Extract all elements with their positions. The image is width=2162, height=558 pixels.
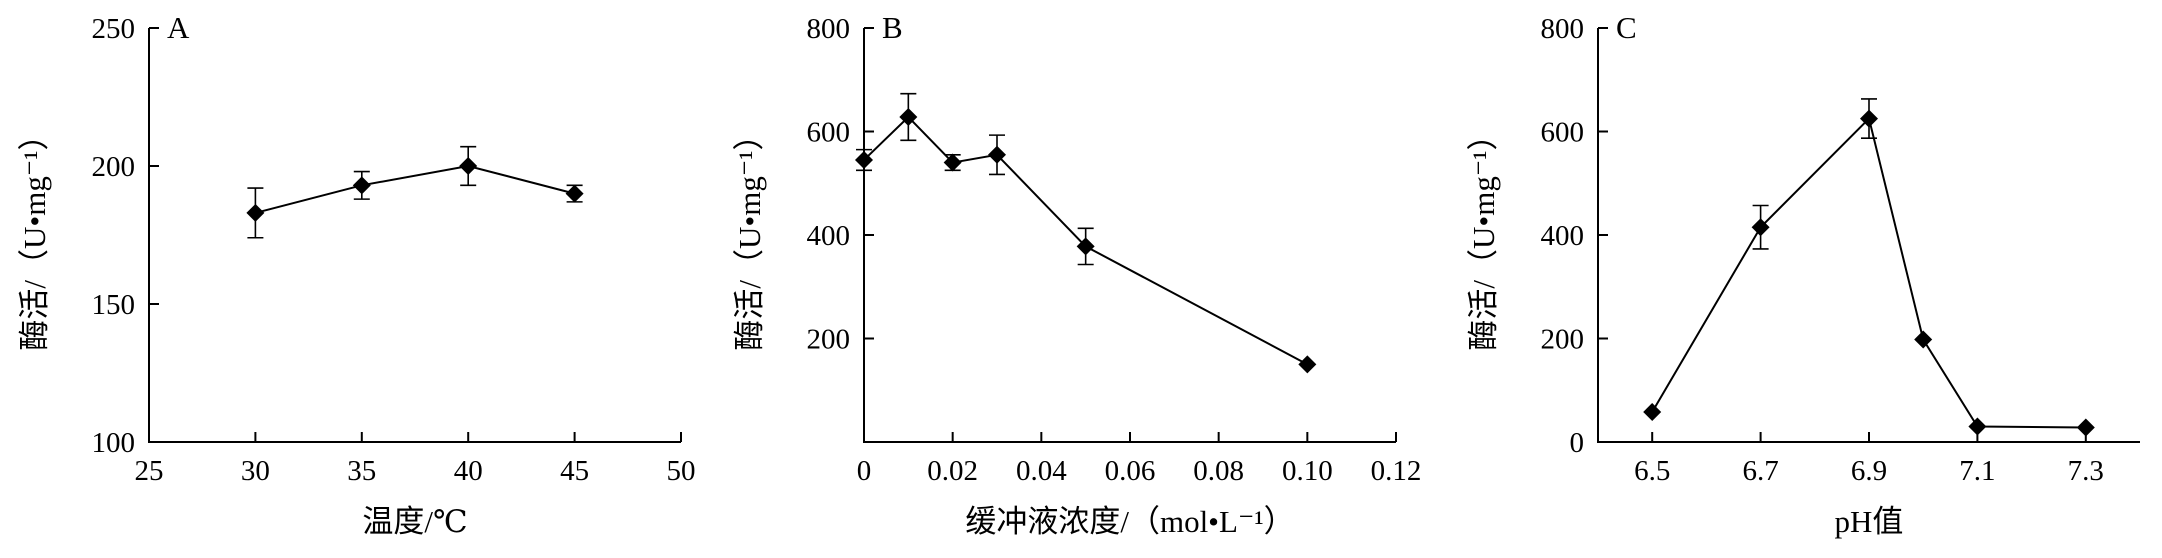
x-tick-label: 45 [560, 455, 589, 487]
y-tick-label: 100 [92, 427, 136, 459]
x-tick-label: 35 [347, 455, 376, 487]
series-line [255, 164, 575, 214]
x-tick-label: 0.04 [1016, 455, 1067, 487]
panel-letter: A [167, 10, 190, 45]
y-axis-label: 酶活/（U•mg⁻¹） [1466, 119, 1501, 350]
y-tick-label: 600 [807, 117, 851, 149]
x-tick-label: 7.1 [1959, 455, 1995, 487]
data-point [1968, 417, 1987, 436]
x-tick-label: 30 [241, 455, 270, 487]
y-tick-label: 200 [807, 324, 851, 356]
data-point [1751, 218, 1770, 237]
x-tick-label: 0.08 [1193, 455, 1244, 487]
data-point [246, 203, 265, 222]
data-point [943, 153, 962, 172]
x-tick-label: 0.02 [927, 455, 978, 487]
y-tick-label: 150 [92, 289, 136, 321]
x-tick-label: 0.12 [1371, 455, 1422, 487]
x-tick-label: 7.3 [2068, 455, 2104, 487]
axis-lines [148, 28, 681, 443]
axis-lines [863, 28, 1396, 443]
x-axis-label: pH值 [1835, 504, 1904, 539]
y-tick-label: 200 [92, 151, 136, 183]
x-tick-label: 6.5 [1634, 455, 1670, 487]
data-point [2076, 418, 2095, 437]
y-tick-label: 600 [1541, 117, 1585, 149]
x-tick-label: 0.06 [1105, 455, 1156, 487]
y-tick-label: 200 [1541, 324, 1585, 356]
y-tick-label: 800 [1541, 13, 1585, 45]
x-tick-label: 0.10 [1282, 455, 1333, 487]
data-point [1914, 330, 1933, 349]
y-axis-label: 酶活/（U•mg⁻¹） [732, 119, 767, 350]
y-tick-label: 250 [92, 13, 136, 45]
axis-lines [1597, 28, 2140, 443]
y-tick-label: 800 [807, 13, 851, 45]
data-point [565, 184, 584, 203]
data-point [899, 108, 918, 127]
data-point [1643, 402, 1662, 421]
panel-b: 200 400 600 800 0 0.02 0.04 0.06 0.08 0.10 0.12 B 缓冲… [732, 10, 1421, 539]
y-tick-label: 400 [1541, 220, 1585, 252]
panel-letter: C [1616, 10, 1637, 45]
panel-a: 100 150 200 250 25 30 35 40 45 50 A 温度/℃ 酶活/（U•mg⁻¹） [17, 10, 696, 539]
data-point [1860, 109, 1878, 128]
data-point [1298, 355, 1317, 374]
y-axis-label: 酶活/（U•mg⁻¹） [17, 119, 52, 350]
data-point [855, 150, 873, 169]
data-point [352, 176, 371, 195]
data-point [988, 145, 1006, 164]
x-tick-label: 0 [857, 455, 872, 487]
y-tick-label: 400 [807, 220, 851, 252]
x-axis-label: 缓冲液浓度/（mol•L⁻¹） [965, 504, 1294, 539]
panel-letter: B [882, 10, 903, 45]
series-line [863, 115, 1308, 366]
x-axis-label: 温度/℃ [362, 504, 467, 539]
x-tick-label: 6.7 [1742, 455, 1778, 487]
x-tick-label: 25 [135, 455, 164, 487]
y-tick-label: 0 [1570, 427, 1585, 459]
series-line [1651, 116, 2086, 429]
data-point [459, 157, 478, 175]
data-point [1076, 237, 1095, 256]
x-tick-label: 50 [667, 455, 696, 487]
x-tick-label: 40 [454, 455, 483, 487]
x-tick-label: 6.9 [1851, 455, 1887, 487]
